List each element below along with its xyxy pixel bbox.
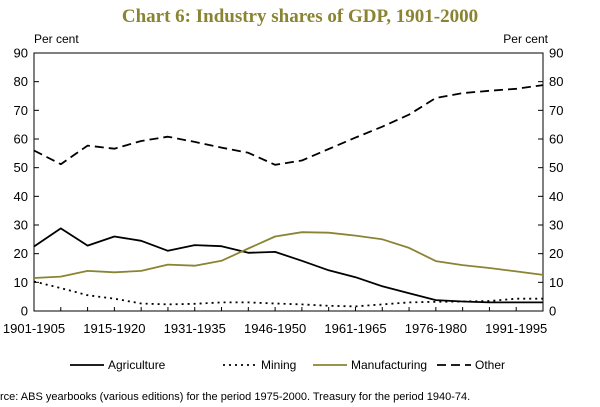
x-tick-label: 1991-1995 [485,321,547,336]
y-axis-label-left: Per cent [34,32,79,46]
y-tick-label-left: 30 [14,218,28,233]
x-tick-label: 1976-1980 [405,321,467,336]
y-tick-label-right: 60 [549,132,563,147]
legend-label-other: Other [475,358,505,372]
y-tick-label-left: 20 [14,246,28,261]
y-tick-label-right: 0 [549,304,556,319]
y-tick-label-left: 60 [14,132,28,147]
y-axis-label-right: Per cent [503,32,548,46]
y-tick-label-right: 40 [549,189,563,204]
y-tick-label-left: 0 [21,304,28,319]
x-tick-label: 1946-1950 [244,321,306,336]
y-tick-label-left: 10 [14,275,28,290]
legend-label-agriculture: Agriculture [108,358,166,372]
x-tick-label: 1901-1905 [3,321,65,336]
series-line-other [33,84,544,166]
y-tick-label-left: 80 [14,74,28,89]
y-tick-label-right: 90 [549,46,563,61]
series-line-mining [33,280,543,308]
y-tick-label-left: 50 [14,160,28,175]
x-tick-label: 1915-1920 [83,321,145,336]
x-tick-label: 1931-1935 [164,321,226,336]
source-note: rce: ABS yearbooks (various editions) fo… [0,391,470,403]
legend-label-mining: Mining [261,358,296,372]
y-tick-label-right: 50 [549,160,563,175]
plot-area-frame [33,52,544,312]
chart-title: Chart 6: Industry shares of GDP, 1901-20… [122,6,478,27]
y-tick-label-left: 90 [14,46,28,61]
y-tick-label-right: 20 [549,246,563,261]
legend-label-manufacturing: Manufacturing [351,358,427,372]
y-tick-label-left: 40 [14,189,28,204]
y-tick-label-right: 80 [549,74,563,89]
series-line-manufacturing [33,231,544,279]
y-tick-label-right: 70 [549,103,563,118]
x-tick-label: 1961-1965 [324,321,386,336]
y-tick-label-right: 10 [549,275,563,290]
y-tick-label-left: 70 [14,103,28,118]
y-tick-label-right: 30 [549,218,563,233]
